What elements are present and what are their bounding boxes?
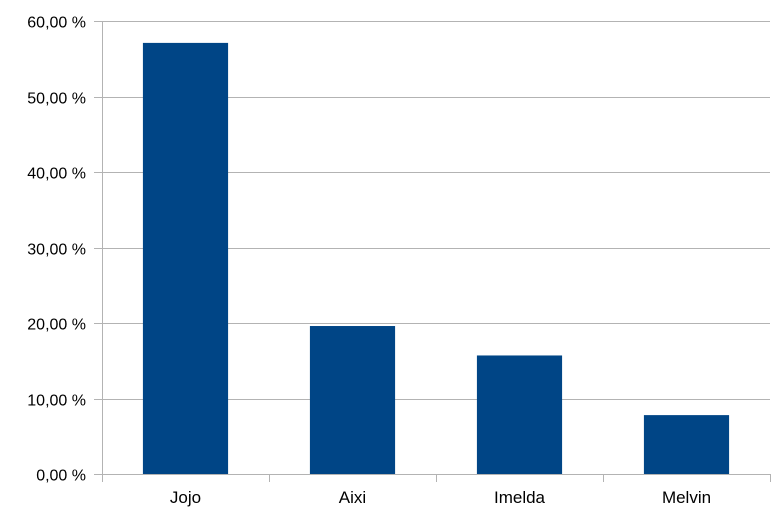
bar-jojo	[142, 42, 229, 475]
y-tick-label: 0,00 %	[36, 468, 86, 485]
y-tick-label: 10,00 %	[27, 393, 86, 410]
bar-melvin	[643, 415, 730, 474]
bar-imelda	[476, 355, 563, 474]
x-axis-category-labels: Jojo Aixi Imelda Melvin	[170, 488, 711, 507]
y-tick-label: 60,00 %	[27, 15, 86, 32]
y-tick-label: 50,00 %	[27, 91, 86, 108]
bars	[142, 42, 730, 475]
x-category-label: Imelda	[494, 488, 546, 507]
axes	[94, 21, 771, 482]
x-category-label: Jojo	[170, 488, 201, 507]
bar-aixi	[309, 326, 396, 474]
y-tick-label: 20,00 %	[27, 317, 86, 334]
x-category-label: Aixi	[339, 488, 366, 507]
y-tick-label: 30,00 %	[27, 242, 86, 259]
x-category-label: Melvin	[662, 488, 711, 507]
y-tick-label: 40,00 %	[27, 166, 86, 183]
y-axis-tick-labels: 0,00 % 10,00 % 20,00 % 30,00 % 40,00 % 50,00 …	[27, 15, 86, 485]
